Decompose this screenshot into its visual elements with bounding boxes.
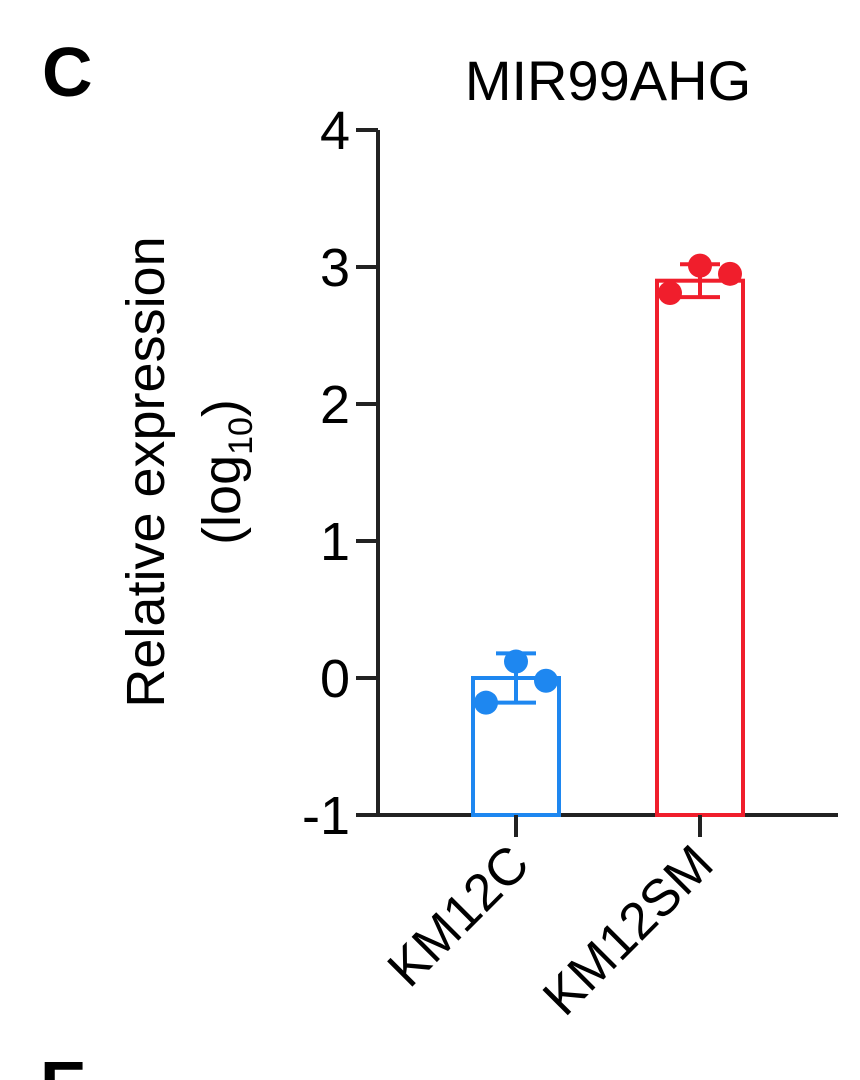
y-axis-label: Relative expression (log10) (116, 236, 260, 707)
y-ticks: -1 0 1 2 3 4 (302, 101, 378, 846)
bar (655, 278, 745, 817)
data-point (718, 261, 742, 286)
chart-title: MIR99AHG (465, 49, 751, 112)
y-tick-label: 2 (320, 375, 350, 435)
y-tick-label: 1 (320, 512, 350, 572)
axes (376, 130, 838, 817)
y-tick-label: -1 (302, 786, 350, 846)
y-tick-label: 3 (320, 238, 350, 298)
next-panel-label: E (40, 1047, 87, 1080)
y-axis-label-line1: Relative expression (116, 236, 176, 707)
data-point (534, 668, 558, 693)
y-axis-label-line2: (log10) (192, 399, 260, 545)
data-point (688, 253, 712, 278)
x-tick-label: KM12C (377, 834, 541, 998)
panel-label: C (42, 33, 93, 111)
y-tick-label: 0 (320, 649, 350, 709)
data-point (658, 281, 682, 306)
data-point (474, 690, 498, 715)
data-point (504, 649, 528, 674)
bars (471, 253, 745, 817)
y-tick-label: 4 (320, 101, 350, 161)
x-tick-label: KM12SM (532, 834, 724, 1026)
